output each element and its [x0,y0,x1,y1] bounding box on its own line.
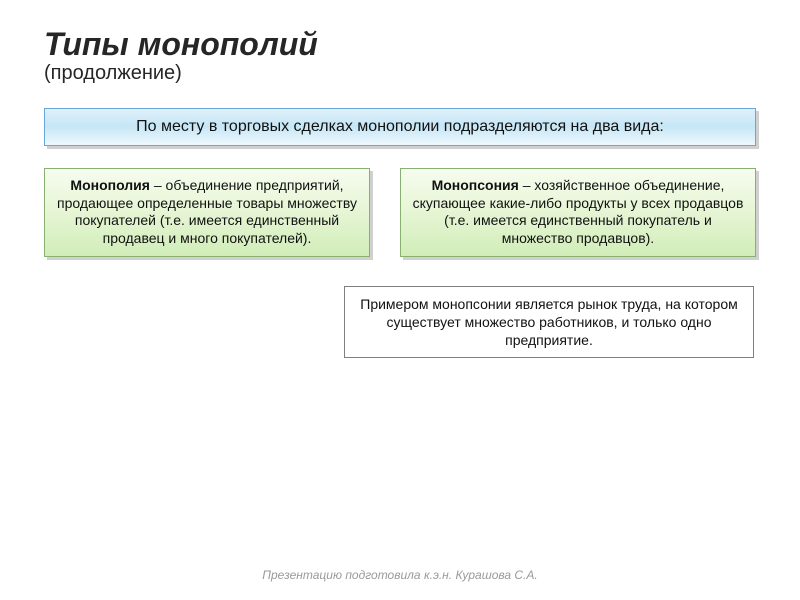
slide-title: Типы монополий [44,28,756,62]
two-column-area: Монополия – объединение предприятий, про… [44,168,756,468]
example-callout: Примером монопсонии является рынок труда… [344,286,754,359]
term-monopsony: Монопсония [432,177,519,193]
term-separator: – [150,177,166,193]
term-monopoly: Монополия [70,177,150,193]
intro-banner: По месту в торговых сделках монополии по… [44,108,756,146]
footer-credit: Презентацию подготовила к.э.н. Курашова … [0,568,800,582]
slide: Типы монополий (продолжение) По месту в … [0,0,800,600]
term-separator: – [519,177,535,193]
card-monopsony: Монопсония – хозяйственное объединение, … [400,168,756,258]
slide-subtitle: (продолжение) [44,62,756,84]
card-monopoly: Монополия – объединение предприятий, про… [44,168,370,258]
title-block: Типы монополий (продолжение) [44,28,756,84]
